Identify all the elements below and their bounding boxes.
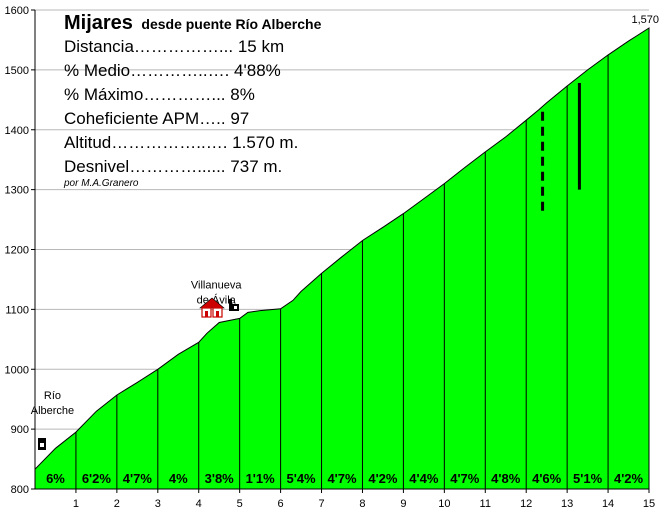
segment-grade-label: 4'4% [409, 471, 439, 486]
x-tick-label: 6 [278, 498, 284, 510]
segment-grade-label: 4'7% [450, 471, 480, 486]
y-tick-label: 1200 [5, 245, 29, 257]
segment-grade-label: 4'6% [532, 471, 562, 486]
y-tick-label: 1500 [5, 65, 29, 77]
stat-label: % Máximo…………... [64, 85, 226, 104]
annotation-label: Río [44, 390, 61, 402]
climb-markers [541, 83, 581, 217]
title-line: Mijares desde puente Río Alberche [64, 12, 321, 35]
segment-grade-label: 4'7% [123, 471, 153, 486]
annotation-label: Villanueva [191, 279, 242, 291]
y-tick-label: 1000 [5, 364, 29, 376]
segment-grade-label: 4'2% [368, 471, 398, 486]
segment-grade-label: 4% [169, 471, 188, 486]
stat-label: Distancia……………... [64, 37, 234, 56]
x-tick-label: 4 [196, 498, 202, 510]
x-tick-label: 12 [520, 498, 532, 510]
annotation-label: Alberche [31, 405, 74, 417]
profile-area [34, 27, 650, 490]
village-icon [199, 297, 225, 318]
segment-grade-label: 4'7% [327, 471, 357, 486]
chart-title: Mijares [64, 12, 133, 34]
stat-value: 737 m. [230, 157, 283, 176]
stat-value: 8% [230, 85, 255, 104]
x-tick-label: 9 [400, 498, 406, 510]
author-credit: por M.A.Granero [64, 178, 139, 189]
segment-grade-label: 1'1% [246, 471, 276, 486]
y-tick-label: 1600 [5, 5, 29, 17]
stat-row-elevation-gain: Desnivel…………...... 737 m. [64, 155, 321, 179]
x-tick-label: 1 [73, 498, 79, 510]
stat-label: Coheficiente APM….. [64, 109, 226, 128]
x-tick-label: 15 [643, 498, 655, 510]
x-tick-label: 14 [602, 498, 614, 510]
church-icon [229, 299, 239, 311]
km-lines [75, 54, 609, 489]
segment-grade-label: 3'8% [205, 471, 235, 486]
segment-labels: 6% 6'2% 4'7% 4% 3'8% 1'1% 5'4% 4'7% 4'2% 4'4% 4'7%… [46, 471, 643, 486]
stat-row-avg-grade: % Medio…………..…. 4'88% [64, 59, 321, 83]
final-altitude-label: 1,570 [631, 14, 659, 26]
stat-label: Desnivel…………...... [64, 157, 226, 176]
segment-grade-label: 4'8% [491, 471, 521, 486]
stat-label: % Medio…………..…. [64, 61, 230, 80]
stat-value: 4'88% [234, 61, 281, 80]
x-tick-label: 13 [561, 498, 573, 510]
x-tick-label: 5 [237, 498, 243, 510]
chart-subtitle: desde puente Río Alberche [141, 16, 322, 32]
segment-grade-label: 6% [46, 471, 65, 486]
x-tick-label: 2 [114, 498, 120, 510]
x-tick-label: 3 [155, 498, 161, 510]
segment-grade-label: 5'4% [287, 471, 317, 486]
stat-row-apm: Coheficiente APM….. 97 [64, 107, 321, 131]
segment-grade-label: 5'1% [573, 471, 603, 486]
segment-grade-label: 6'2% [82, 471, 112, 486]
segment-grade-label: 4'2% [614, 471, 644, 486]
y-tick-label: 1300 [5, 185, 29, 197]
stat-value: 15 km [237, 37, 285, 56]
y-tick-label: 900 [11, 424, 29, 436]
stat-value: 97 [230, 109, 250, 128]
stat-row-distance: Distancia……………... 15 km [64, 35, 321, 59]
x-tick-label: 11 [480, 498, 491, 510]
y-tick-label: 800 [11, 484, 29, 496]
x-tick-label: 10 [438, 498, 450, 510]
bridge-icon [38, 438, 46, 450]
y-tick-label: 1400 [5, 125, 29, 137]
y-tick-label: 1100 [5, 304, 29, 316]
x-tick-label: 8 [359, 498, 365, 510]
stat-row-max-grade: % Máximo…………... 8% [64, 83, 321, 107]
stat-value: 1.570 m. [232, 133, 299, 152]
x-tick-label: 7 [318, 498, 324, 510]
stat-label: Altitud……………..…. [64, 133, 228, 152]
stat-row-altitude: Altitud……………..…. 1.570 m. [64, 131, 321, 155]
info-panel: Mijares desde puente Río Alberche Distan… [64, 12, 321, 189]
